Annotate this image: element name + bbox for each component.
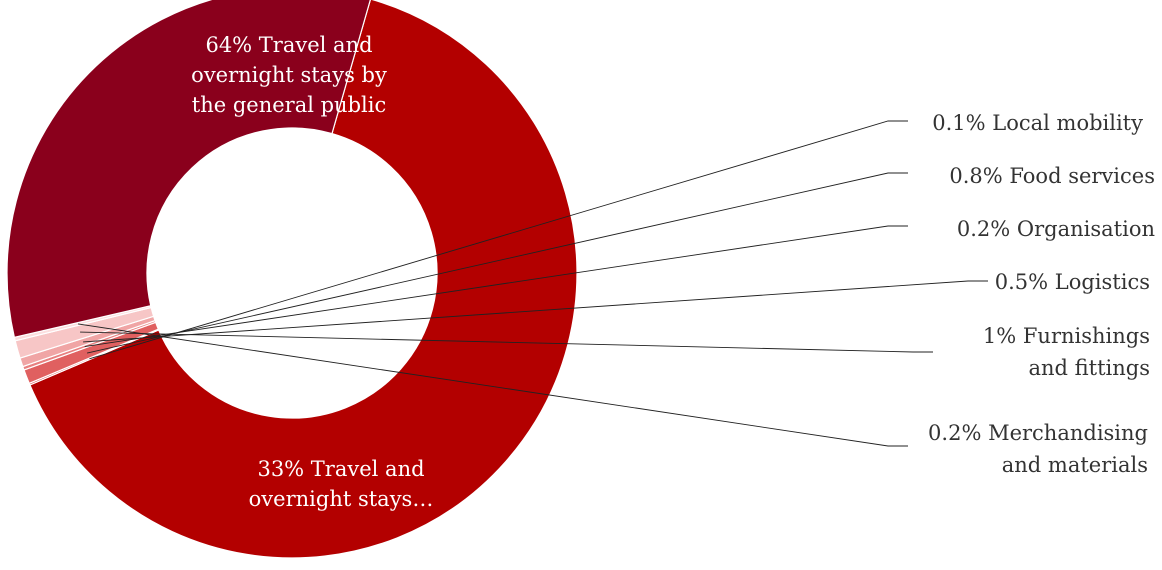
slice-label-line: and materials <box>1002 453 1148 477</box>
slice-label-line: overnight stays… <box>249 487 434 511</box>
slice-label-line: 0.5% Logistics <box>995 270 1150 294</box>
slice-label-line: 33% Travel and <box>257 457 424 481</box>
labels-group: 64% Travel and overnight stays by the gene… <box>191 33 1155 511</box>
slice-label-1: 0.1% Local mobility <box>932 111 1143 135</box>
slice-label-7: 33% Travel and overnight stays… <box>249 457 434 511</box>
slice-label-line: 0.2% Merchandising <box>928 421 1148 445</box>
slice-label-line: 0.2% Organisation <box>957 217 1155 241</box>
slice-label-line: overnight stays by <box>191 63 387 87</box>
slice-label-line: and fittings <box>1028 356 1150 380</box>
leader-line-5 <box>80 331 933 353</box>
leader-lines-group <box>77 120 988 447</box>
leader-line-4 <box>83 280 988 343</box>
slice-label-line: 64% Travel and <box>205 33 372 57</box>
slice-7 <box>6 0 371 339</box>
slice-label-line: 0.1% Local mobility <box>932 111 1143 135</box>
slice-label-4: 0.5% Logistics <box>995 270 1150 294</box>
leader-line-3 <box>84 225 908 347</box>
slice-label-3: 0.2% Organisation <box>957 217 1155 241</box>
slice-label-5: 1% Furnishings and fittings <box>983 324 1150 380</box>
slice-label-line: 0.8% Food services <box>949 164 1155 188</box>
leader-line-2 <box>86 172 908 354</box>
slice-label-0: 64% Travel and overnight stays by the gene… <box>191 33 387 117</box>
slice-label-line: 1% Furnishings <box>983 324 1150 348</box>
slices-group <box>6 0 578 559</box>
slice-label-6: 0.2% Merchandising and materials <box>928 421 1148 477</box>
leader-line-6 <box>77 323 908 447</box>
slice-label-2: 0.8% Food services <box>949 164 1155 188</box>
slice-label-line: the general public <box>192 93 386 117</box>
slice-0 <box>29 0 578 559</box>
leader-line-1 <box>89 120 908 360</box>
